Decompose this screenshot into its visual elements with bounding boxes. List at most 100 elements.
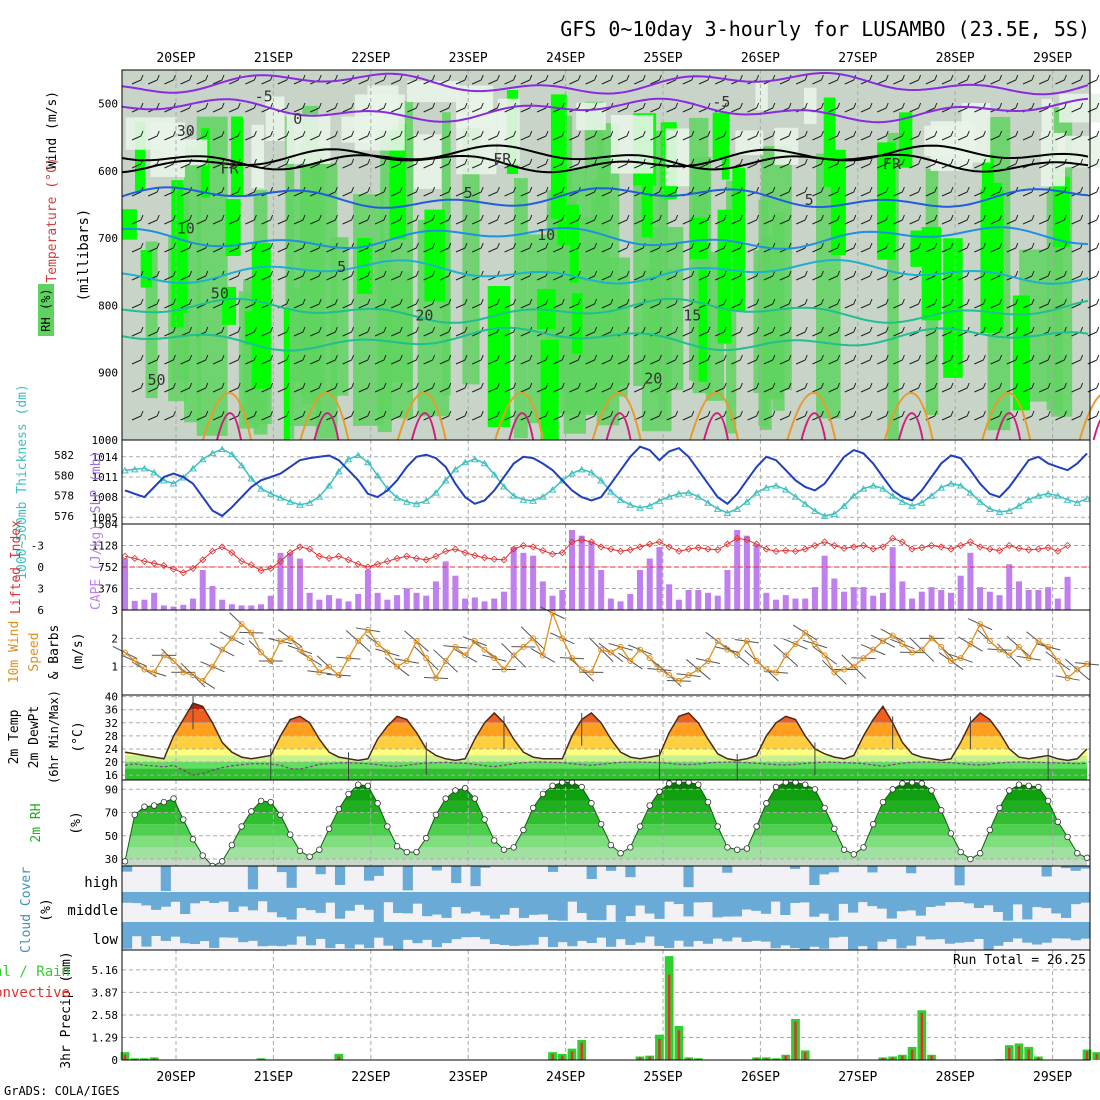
rh-marker bbox=[986, 826, 994, 834]
wind-barb bbox=[876, 354, 889, 365]
rh-dry-patch bbox=[1041, 98, 1054, 135]
wind-barb bbox=[1055, 214, 1067, 225]
thickness-marker bbox=[995, 508, 1004, 515]
wind-barb bbox=[374, 382, 387, 393]
precip-conv-bar bbox=[1037, 1057, 1040, 1060]
wind-barb bbox=[407, 186, 419, 197]
thickness-marker bbox=[762, 484, 771, 491]
wind-barb bbox=[455, 214, 468, 225]
wind-speed-marker bbox=[607, 649, 614, 656]
wind-barb bbox=[860, 298, 873, 309]
thickness-marker bbox=[577, 465, 586, 473]
wind-speed-marker bbox=[947, 658, 954, 664]
wind-barb bbox=[228, 214, 241, 225]
thickness-marker bbox=[529, 497, 538, 504]
thickness-marker bbox=[315, 493, 324, 500]
wind-barb bbox=[1087, 74, 1100, 85]
wind-barb bbox=[974, 382, 986, 393]
wind-barb bbox=[504, 354, 517, 365]
wind-barb bbox=[374, 326, 387, 337]
wind-speed-marker bbox=[432, 675, 439, 681]
temperature-contour bbox=[121, 297, 1089, 324]
cloud-cell bbox=[1002, 892, 1014, 921]
top-date-label: 27SEP bbox=[838, 51, 877, 66]
wind-barb bbox=[212, 74, 225, 85]
wind-barb bbox=[585, 74, 598, 85]
cloud-cell bbox=[170, 892, 181, 902]
contour-label: 0 bbox=[293, 110, 302, 128]
cloud-cell bbox=[499, 892, 510, 915]
cloud-cell bbox=[1031, 892, 1043, 908]
wind-barb bbox=[941, 74, 954, 85]
cloud-cell bbox=[528, 922, 539, 945]
cape-bar bbox=[568, 529, 576, 610]
cloud-cell bbox=[760, 922, 772, 942]
contour-label: 15 bbox=[683, 306, 701, 324]
wind-axis-title-2: Speed bbox=[27, 632, 42, 671]
cloud-cell bbox=[364, 866, 375, 881]
thickness-marker bbox=[519, 496, 528, 503]
wind-barb bbox=[569, 410, 581, 421]
cape-bar bbox=[831, 578, 838, 610]
wind-barb bbox=[909, 382, 922, 393]
rh-plume-moist bbox=[823, 97, 836, 188]
wind-barb bbox=[326, 158, 338, 169]
rh-marker bbox=[976, 850, 984, 857]
cloud-cell bbox=[722, 892, 733, 917]
wind-barb bbox=[925, 214, 938, 225]
wind-barb bbox=[698, 214, 711, 225]
wind-barb bbox=[795, 158, 808, 169]
wind-barb bbox=[1022, 382, 1035, 393]
lifted-index-marker bbox=[1015, 544, 1023, 552]
wind-barb bbox=[277, 130, 290, 141]
cloud-cell bbox=[596, 922, 607, 938]
wind-barb bbox=[844, 130, 857, 141]
cloud-cell bbox=[334, 922, 346, 944]
top-date-label: 24SEP bbox=[546, 51, 585, 66]
cape-bar bbox=[578, 535, 585, 610]
wind-barb bbox=[1055, 130, 1067, 141]
wind-barb bbox=[423, 410, 436, 421]
wind-speed-marker bbox=[773, 669, 780, 676]
cloud-cell bbox=[741, 922, 752, 942]
wind-barb bbox=[860, 326, 873, 337]
wind-speed-marker bbox=[646, 655, 653, 662]
wind-barb bbox=[601, 354, 614, 365]
lifted-index-marker bbox=[1025, 546, 1033, 554]
thickness-marker bbox=[1053, 492, 1062, 499]
wind-barb bbox=[326, 382, 338, 393]
rh-legend-swatch bbox=[38, 284, 54, 336]
wind-barb bbox=[876, 410, 889, 421]
cloud-cell bbox=[576, 892, 588, 913]
cape-bar bbox=[714, 595, 721, 610]
thickness-marker bbox=[811, 507, 819, 514]
thickness-marker bbox=[985, 505, 994, 512]
thickness-marker bbox=[538, 493, 547, 500]
wind-barb bbox=[682, 242, 695, 253]
wind-barb bbox=[844, 382, 857, 393]
rh-marker bbox=[267, 798, 274, 806]
cloud-cell bbox=[789, 922, 801, 949]
rh-marker bbox=[627, 844, 634, 851]
thickness-marker bbox=[597, 477, 606, 484]
wind-speed-marker bbox=[870, 646, 877, 653]
lifted-index-marker bbox=[218, 543, 226, 551]
wind-speed-marker bbox=[938, 643, 945, 650]
precip-conv-bar bbox=[337, 1056, 340, 1060]
wind-barb bbox=[228, 326, 241, 337]
wind-barb bbox=[1055, 102, 1067, 113]
temp-tick-label: 24 bbox=[105, 743, 119, 756]
thickness-marker bbox=[947, 480, 955, 487]
wind-barb bbox=[682, 130, 695, 141]
lifted-index-marker bbox=[422, 556, 430, 564]
lifted-index-marker bbox=[510, 545, 518, 553]
wind-barb bbox=[1006, 354, 1019, 365]
thickness-marker bbox=[257, 485, 265, 492]
wind-speed-marker bbox=[520, 643, 527, 650]
wind-barb bbox=[488, 214, 500, 225]
lifted-index-marker bbox=[267, 564, 275, 572]
lifted-index-axis-title: Lifted Index bbox=[9, 520, 24, 614]
wind-barb bbox=[601, 74, 614, 85]
rh-marker bbox=[967, 855, 974, 863]
